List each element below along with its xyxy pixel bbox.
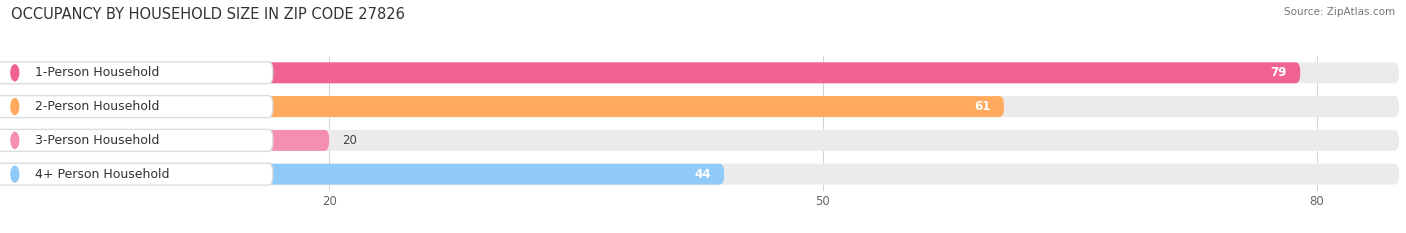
FancyBboxPatch shape [0,96,1399,117]
FancyBboxPatch shape [0,164,724,185]
Text: 3-Person Household: 3-Person Household [35,134,159,147]
Text: 1-Person Household: 1-Person Household [35,66,159,79]
FancyBboxPatch shape [0,164,1399,185]
Text: Source: ZipAtlas.com: Source: ZipAtlas.com [1284,7,1395,17]
Text: 79: 79 [1271,66,1286,79]
FancyBboxPatch shape [0,96,1004,117]
Text: 44: 44 [695,168,711,181]
FancyBboxPatch shape [0,62,1301,83]
Text: 2-Person Household: 2-Person Household [35,100,159,113]
Text: 4+ Person Household: 4+ Person Household [35,168,169,181]
FancyBboxPatch shape [0,96,273,118]
Circle shape [11,99,18,115]
Text: OCCUPANCY BY HOUSEHOLD SIZE IN ZIP CODE 27826: OCCUPANCY BY HOUSEHOLD SIZE IN ZIP CODE … [11,7,405,22]
Text: 61: 61 [974,100,991,113]
FancyBboxPatch shape [0,163,273,185]
Text: 20: 20 [342,134,357,147]
Circle shape [11,65,18,81]
FancyBboxPatch shape [0,129,273,151]
FancyBboxPatch shape [0,62,273,84]
FancyBboxPatch shape [0,130,329,151]
Circle shape [11,166,18,182]
FancyBboxPatch shape [0,62,1399,83]
Circle shape [11,132,18,148]
FancyBboxPatch shape [0,130,1399,151]
